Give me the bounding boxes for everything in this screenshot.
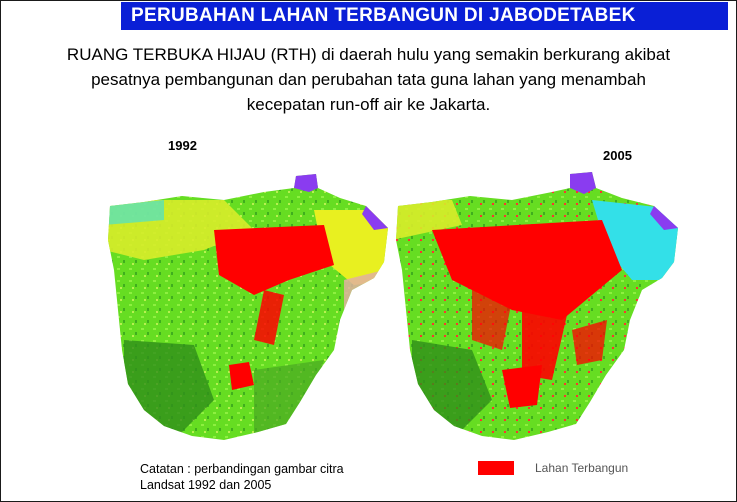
landsat-map-2005 xyxy=(396,172,678,440)
note-line-2: Landsat 1992 dan 2005 xyxy=(140,478,272,492)
legend-swatch-built-up xyxy=(478,461,514,475)
slide-subtitle: RUANG TERBUKA HIJAU (RTH) di daerah hulu… xyxy=(10,42,727,117)
note-line-1: Catatan : perbandingan gambar citra xyxy=(140,462,344,476)
landsat-map-1992 xyxy=(108,174,388,440)
subtitle-line-2: pesatnya pembangunan dan perubahan tata … xyxy=(91,70,646,89)
caption-note: Catatan : perbandingan gambar citra Land… xyxy=(140,461,344,493)
map-year-label-1992: 1992 xyxy=(168,138,197,153)
subtitle-line-3: kecepatan run-off air ke Jakarta. xyxy=(246,95,491,114)
slide-title: PERUBAHAN LAHAN TERBANGUN DI JABODETABEK xyxy=(121,2,728,30)
legend-label: Lahan Terbangun xyxy=(535,461,629,475)
map-year-label-2005: 2005 xyxy=(603,148,632,163)
subtitle-line-1: RUANG TERBUKA HIJAU (RTH) di daerah hulu… xyxy=(66,45,671,64)
